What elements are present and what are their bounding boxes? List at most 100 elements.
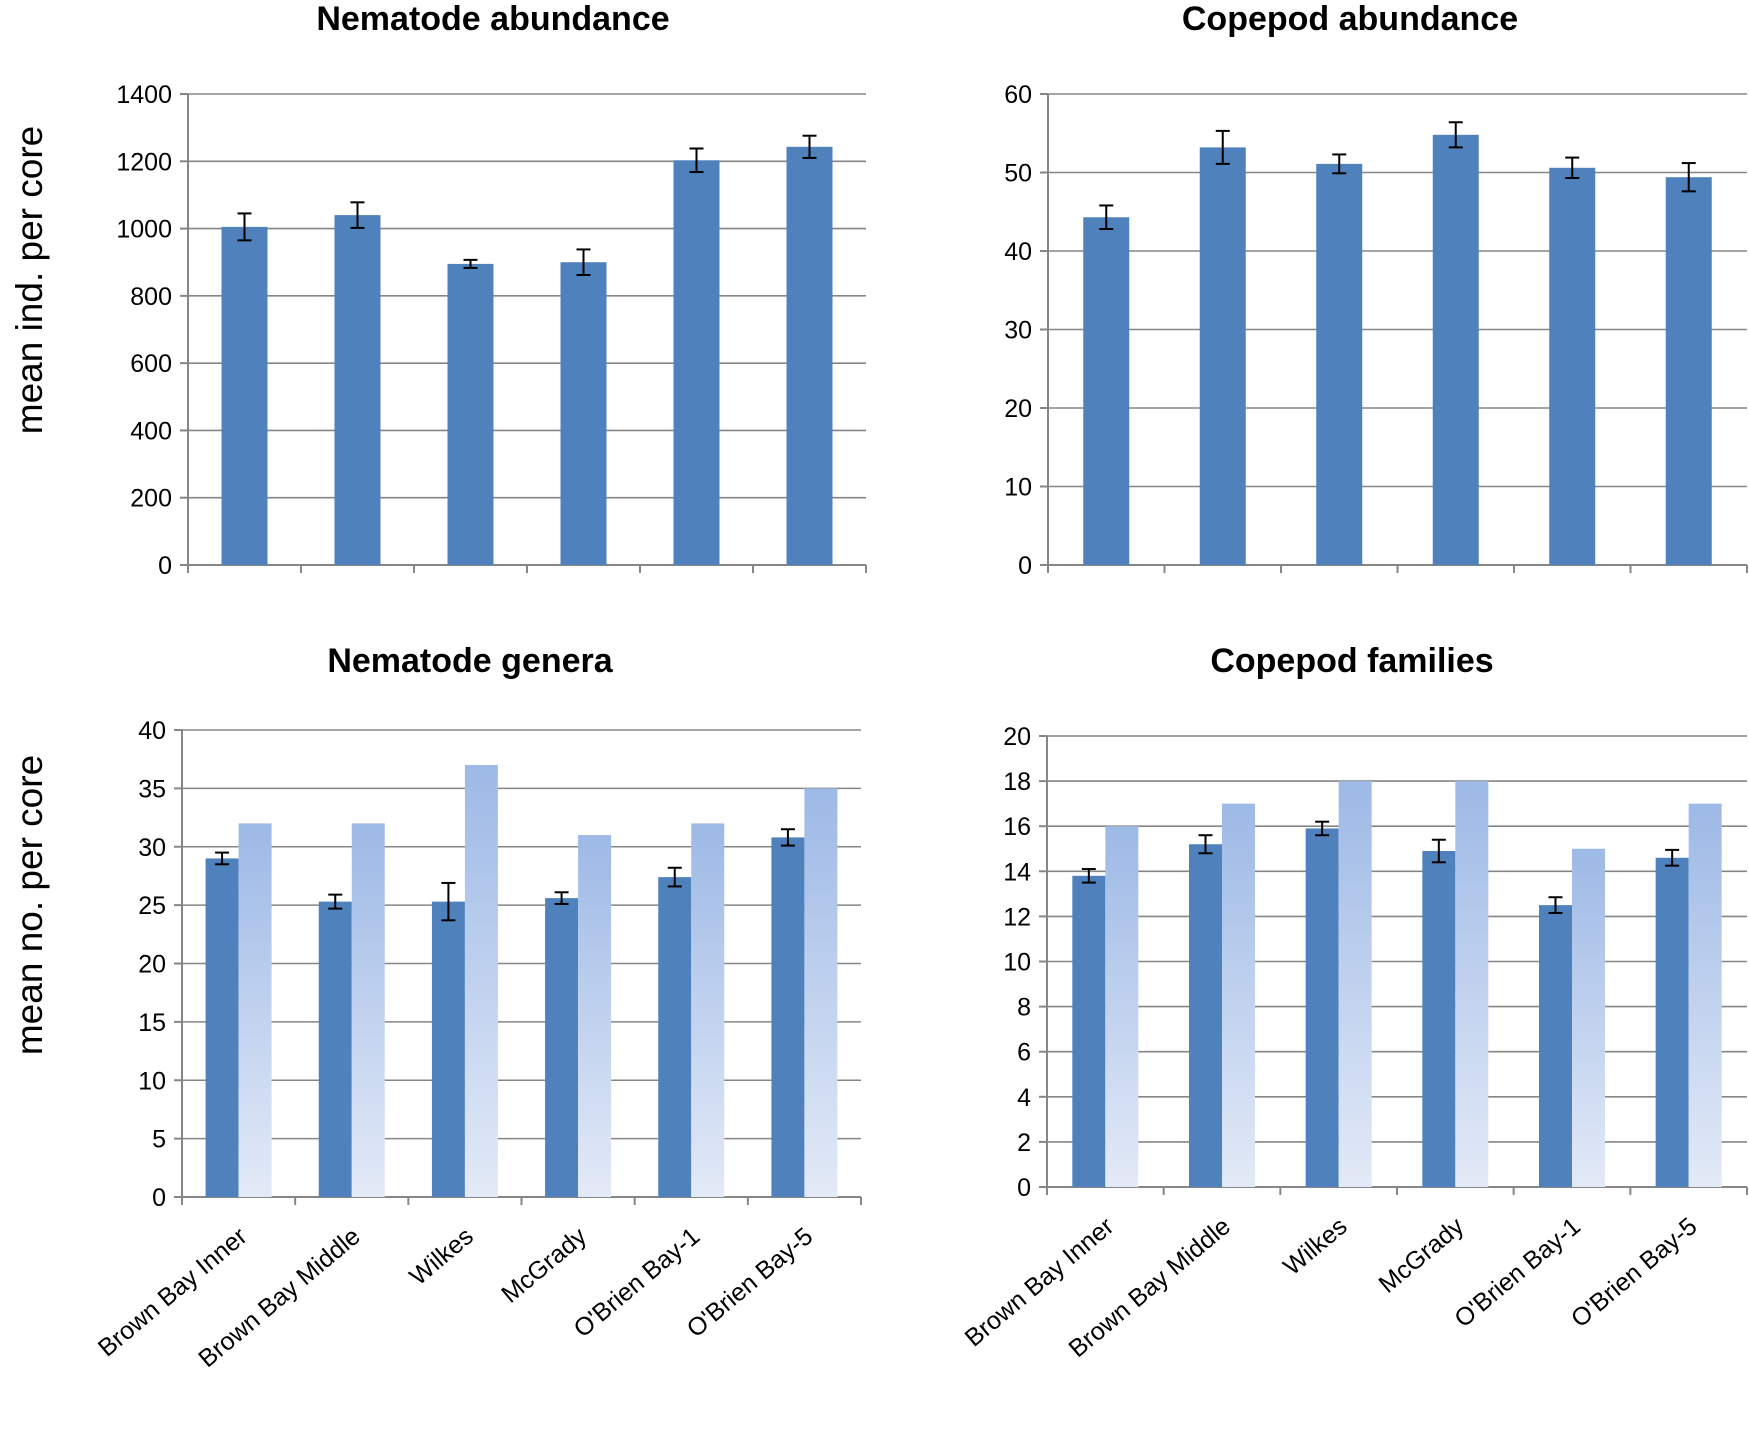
y-axis-label-top: mean ind. per core [9, 126, 50, 435]
y-tick-label: 10 [1004, 474, 1032, 502]
y-tick-label: 800 [130, 283, 172, 311]
x-category-label: McGrady [496, 1222, 592, 1309]
bar-mean-2 [334, 215, 381, 565]
error-bar-6 [1665, 848, 1680, 867]
bar-mean-2 [1199, 147, 1246, 565]
y-tick-label: 1400 [116, 81, 172, 109]
bar-mean-3 [1316, 163, 1363, 566]
bar-mean-1 [221, 226, 268, 565]
bar-mean-3 [431, 901, 465, 1197]
bar-mean-3 [1305, 828, 1339, 1187]
error-bar-1 [1099, 204, 1114, 231]
bar-mean-6 [1655, 857, 1689, 1187]
bar-mean-5 [658, 877, 692, 1197]
y-tick-label: 0 [1018, 552, 1032, 580]
y-tick-label: 15 [138, 1009, 166, 1037]
y-tick-label: 18 [1003, 768, 1031, 796]
bar-mean-1 [205, 858, 239, 1197]
y-tick-label: 10 [138, 1067, 166, 1095]
error-bar-2 [1198, 834, 1213, 855]
y-tick-label: 600 [130, 350, 172, 378]
y-tick-label: 20 [1004, 395, 1032, 423]
plot-area-copepod-abundance: 0 10 20 30 40 50 60 [1004, 81, 1748, 580]
y-tick-label: 40 [1004, 238, 1032, 266]
error-bar-6 [780, 828, 795, 847]
error-bar-1 [1081, 868, 1096, 884]
y-tick-label: 14 [1003, 858, 1031, 886]
y-tick-label: 5 [152, 1126, 166, 1154]
error-bar-3 [441, 881, 456, 922]
bar-total-1 [238, 823, 272, 1197]
bar-mean-6 [786, 146, 833, 566]
x-category-label: Wilkes [1278, 1212, 1352, 1281]
error-bar-3 [1315, 820, 1330, 837]
error-bar-5 [667, 866, 682, 888]
y-tick-label: 0 [152, 1184, 166, 1212]
error-bar-3 [463, 258, 478, 269]
y-tick-label: 25 [138, 892, 166, 920]
y-tick-label: 8 [1017, 994, 1031, 1022]
bar-mean-6 [771, 837, 805, 1197]
bar-mean-3 [447, 263, 494, 565]
bar-total-6 [1688, 803, 1722, 1187]
bar-total-6 [804, 788, 838, 1197]
x-category-label: McGrady [1374, 1212, 1470, 1299]
chart-title-copepod-families: Copepod families [1210, 642, 1493, 680]
y-tick-label: 2 [1017, 1129, 1031, 1157]
error-bar-1 [215, 851, 230, 866]
y-tick-label: 6 [1017, 1039, 1031, 1067]
bar-total-4 [578, 835, 612, 1197]
bar-mean-2 [318, 901, 352, 1197]
y-tick-label: 0 [1017, 1174, 1031, 1202]
error-bar-2 [328, 893, 343, 910]
error-bar-5 [1565, 156, 1580, 179]
error-bar-4 [1448, 121, 1463, 149]
bar-total-1 [1105, 826, 1139, 1187]
y-tick-label: 30 [1004, 317, 1032, 345]
bar-total-4 [1455, 781, 1489, 1187]
y-tick-label: 16 [1003, 813, 1031, 841]
y-tick-label: 30 [138, 834, 166, 862]
y-tick-label: 4 [1017, 1084, 1031, 1112]
y-tick-label: 200 [130, 485, 172, 513]
y-tick-label: 60 [1004, 81, 1032, 109]
y-tick-label: 12 [1003, 903, 1031, 931]
y-tick-label: 1200 [116, 148, 172, 176]
chart-copepod-abundance: Copepod abundance 0 10 20 30 40 50 60 [1004, 0, 1748, 580]
bar-mean-4 [560, 262, 607, 565]
chart-copepod-families: Copepod families 02468101214161820Brown … [960, 642, 1748, 1363]
bar-total-3 [464, 765, 498, 1197]
bar-mean-4 [545, 898, 579, 1197]
chart-title-nematode-abundance: Nematode abundance [316, 0, 669, 38]
bar-mean-5 [673, 160, 720, 565]
error-bar-2 [1215, 129, 1230, 165]
bar-total-2 [1222, 803, 1255, 1187]
error-bar-3 [1332, 153, 1347, 175]
chart-nematode-abundance: Nematode abundance 0 200 400 600 800 1000 1200… [116, 0, 867, 580]
y-tick-label: 10 [1003, 949, 1031, 977]
y-tick-label: 35 [138, 775, 166, 803]
bar-total-5 [1572, 848, 1605, 1187]
bar-mean-5 [1539, 905, 1572, 1187]
x-category-label: Wilkes [404, 1222, 478, 1291]
error-bar-6 [802, 134, 817, 159]
error-bar-5 [689, 147, 704, 174]
x-category-label: O'Brien Bay-5 [1566, 1212, 1703, 1333]
y-tick-label: 400 [130, 417, 172, 445]
x-category-label: O'Brien Bay-1 [1449, 1212, 1586, 1333]
bar-mean-4 [1432, 134, 1479, 565]
error-bar-6 [1681, 162, 1696, 193]
error-bar-5 [1548, 896, 1563, 915]
bar-total-2 [351, 823, 385, 1197]
bar-mean-1 [1072, 875, 1106, 1187]
bar-mean-5 [1549, 167, 1596, 566]
bar-mean-1 [1083, 217, 1130, 565]
error-bar-1 [237, 212, 252, 242]
bar-total-5 [691, 823, 725, 1197]
bar-mean-4 [1422, 851, 1456, 1187]
error-bar-2 [350, 201, 365, 229]
y-tick-label: 50 [1004, 160, 1032, 188]
